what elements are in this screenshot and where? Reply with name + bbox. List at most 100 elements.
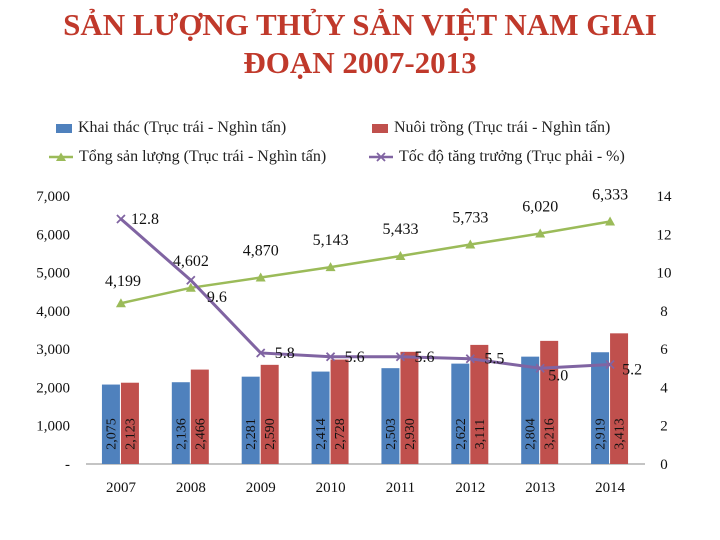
bar-nuoi-trong bbox=[610, 333, 629, 464]
point-toc-do bbox=[186, 275, 196, 285]
legend-swatch-tong-san-luong bbox=[49, 152, 73, 161]
point-tong-san-luong bbox=[115, 298, 126, 308]
bar-value-label: 2,466 bbox=[193, 418, 208, 450]
label-tong-san-luong: 4,199 bbox=[105, 273, 141, 290]
bar-nuoi-trong bbox=[120, 382, 139, 464]
bar-value-label: 2,930 bbox=[403, 418, 418, 450]
bar-nuoi-trong bbox=[330, 359, 349, 464]
point-toc-do bbox=[535, 363, 545, 373]
label-tong-san-luong: 5,733 bbox=[452, 210, 488, 227]
label-tong-san-luong: 4,870 bbox=[243, 243, 279, 260]
legend-label-tong-san-luong: Tổng sản lượng (Trục trái - Nghìn tấn) bbox=[79, 148, 327, 165]
label-tong-san-luong: 6,020 bbox=[522, 199, 558, 216]
point-tong-san-luong bbox=[185, 282, 196, 292]
y-right-tick-label: 2 bbox=[660, 419, 668, 435]
label-toc-do: 5.0 bbox=[548, 367, 568, 384]
bar-khai-thac bbox=[591, 352, 610, 464]
bar-khai-thac bbox=[521, 356, 540, 464]
legend-nuoi-trong: Nuôi trồng (Trục trái - Nghìn tấn) bbox=[372, 119, 610, 137]
y-left-tick-label: - bbox=[65, 457, 70, 473]
bar-value-label: 2,804 bbox=[524, 418, 539, 450]
bar-value-label: 2,136 bbox=[174, 418, 189, 450]
bar-value-label: 2,414 bbox=[314, 418, 329, 450]
point-tong-san-luong bbox=[605, 216, 616, 226]
bar-value-label: 2,590 bbox=[263, 418, 278, 450]
legend-swatch-nuoi-trong bbox=[372, 123, 388, 133]
label-tong-san-luong: 5,433 bbox=[382, 221, 418, 238]
bar-value-label: 2,622 bbox=[454, 418, 469, 450]
label-toc-do: 5.6 bbox=[414, 349, 434, 366]
point-toc-do bbox=[256, 348, 266, 358]
y-left-tick-label: 6,000 bbox=[36, 227, 70, 243]
y-left-tick-label: 1,000 bbox=[36, 419, 70, 435]
y-right-tick-label: 8 bbox=[660, 304, 668, 320]
bar-value-label: 3,111 bbox=[473, 419, 488, 449]
bar-value-label: 3,216 bbox=[543, 418, 558, 450]
bar-value-label: 2,075 bbox=[104, 418, 119, 450]
legend-swatch-toc-do bbox=[369, 152, 393, 162]
label-toc-do: 5.8 bbox=[275, 345, 295, 362]
x-tick-label: 2008 bbox=[176, 480, 206, 496]
bar-value-label: 2,503 bbox=[384, 418, 399, 450]
x-tick-label: 2011 bbox=[386, 480, 415, 496]
label-toc-do: 5.5 bbox=[484, 351, 504, 368]
bar-khai-thac bbox=[381, 368, 400, 464]
legend-khai-thac: Khai thác (Trục trái - Nghìn tấn) bbox=[56, 119, 286, 137]
chart-title-line-2: ĐOẠN 2007-2013 bbox=[243, 45, 477, 80]
y-left-tick-label: 4,000 bbox=[36, 304, 70, 320]
bar-nuoi-trong bbox=[400, 351, 419, 464]
x-tick-label: 2013 bbox=[525, 480, 555, 496]
point-toc-do bbox=[605, 359, 615, 370]
bar-value-label: 2,123 bbox=[123, 418, 138, 450]
label-toc-do: 9.6 bbox=[207, 289, 227, 306]
legend-label-khai-thac: Khai thác (Trục trái - Nghìn tấn) bbox=[78, 119, 287, 136]
y-right-tick-label: 4 bbox=[660, 380, 668, 396]
bar-nuoi-trong bbox=[470, 344, 489, 464]
y-left-tick-label: 2,000 bbox=[36, 380, 70, 396]
point-toc-do bbox=[465, 354, 475, 364]
bar-value-label: 2,281 bbox=[244, 418, 259, 450]
chart-title-line-1: SẢN LƯỢNG THỦY SẢN VIỆT NAM GIAI bbox=[63, 7, 657, 42]
point-tong-san-luong bbox=[325, 262, 336, 272]
x-tick-label: 2007 bbox=[106, 480, 137, 496]
y-right-tick-label: 14 bbox=[657, 189, 673, 205]
bar-value-label: 2,919 bbox=[594, 418, 609, 450]
bar-value-label: 2,728 bbox=[333, 418, 348, 450]
x-tick-label: 2010 bbox=[316, 480, 346, 496]
line-toc-do bbox=[119, 217, 611, 370]
label-toc-do: 5.2 bbox=[622, 361, 642, 378]
legend-swatch-khai-thac bbox=[56, 123, 72, 133]
bar-nuoi-trong bbox=[190, 369, 209, 464]
label-tong-san-luong: 6,333 bbox=[592, 187, 628, 204]
legend-tong-san-luong: Tổng sản lượng (Trục trái - Nghìn tấn) bbox=[48, 148, 326, 166]
bar-value-label: 3,413 bbox=[613, 418, 628, 450]
point-tong-san-luong bbox=[255, 272, 266, 282]
legend-label-toc-do: Tốc độ tăng trưởng (Trục phải - %) bbox=[399, 148, 625, 165]
line-tong-san-luong bbox=[120, 220, 611, 305]
y-left-tick-label: 3,000 bbox=[36, 342, 70, 358]
point-tong-san-luong bbox=[395, 250, 406, 260]
point-toc-do bbox=[395, 352, 406, 362]
bar-nuoi-trong bbox=[260, 364, 279, 464]
label-tong-san-luong: 4,602 bbox=[173, 253, 209, 270]
bar-khai-thac bbox=[171, 382, 190, 464]
x-tick-label: 2012 bbox=[455, 480, 485, 496]
y-right-tick-label: 10 bbox=[657, 266, 672, 282]
bar-khai-thac bbox=[311, 371, 330, 464]
y-right-tick-label: 0 bbox=[660, 457, 668, 473]
legend-label-nuoi-trong: Nuôi trồng (Trục trái - Nghìn tấn) bbox=[394, 119, 611, 136]
y-right-tick-label: 12 bbox=[657, 227, 672, 243]
point-toc-do bbox=[325, 352, 336, 362]
y-left-tick-label: 5,000 bbox=[36, 266, 70, 282]
label-toc-do: 12.8 bbox=[131, 211, 159, 228]
bar-khai-thac bbox=[101, 384, 120, 464]
legend-toc-do: Tốc độ tăng trưởng (Trục phải - %) bbox=[368, 148, 625, 166]
bar-khai-thac bbox=[241, 376, 260, 464]
x-tick-label: 2009 bbox=[246, 480, 276, 496]
chart-title: SẢN LƯỢNG THỦY SẢN VIỆT NAM GIAI ĐOẠN 20… bbox=[20, 6, 700, 82]
label-toc-do: 5.6 bbox=[345, 349, 365, 366]
bar-khai-thac bbox=[451, 363, 470, 464]
label-tong-san-luong: 5,143 bbox=[313, 232, 349, 249]
